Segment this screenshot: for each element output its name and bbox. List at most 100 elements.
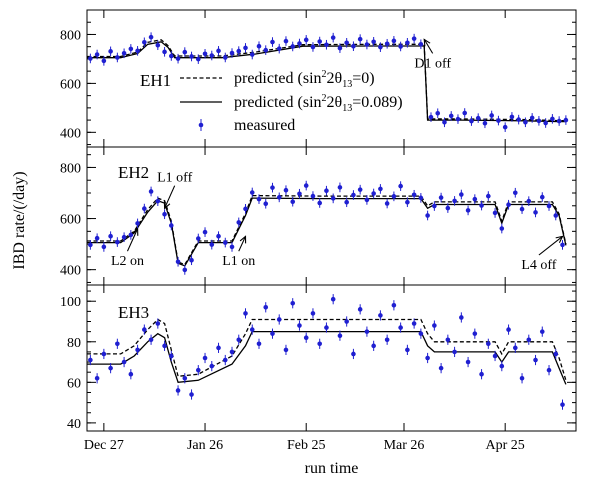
data-point [512, 342, 518, 353]
data-marker [249, 52, 255, 57]
data-marker [337, 45, 343, 51]
data-point [533, 207, 538, 218]
data-marker [88, 357, 93, 363]
data-marker [391, 302, 397, 308]
data-marker [330, 196, 336, 201]
hall-label-eh2: EH2 [118, 163, 149, 182]
data-point [337, 43, 343, 53]
data-point [452, 196, 457, 206]
data-point [189, 389, 194, 400]
data-point [94, 49, 100, 60]
data-marker [479, 203, 484, 208]
data-marker [411, 192, 417, 198]
data-point [560, 240, 565, 250]
hall-label-eh3: EH3 [118, 303, 149, 322]
data-point [115, 52, 120, 63]
data-point [283, 36, 289, 46]
data-marker [516, 117, 521, 122]
data-point [391, 36, 397, 46]
annotation-arrow [423, 39, 434, 54]
data-marker [276, 46, 282, 51]
data-point [546, 365, 552, 376]
data-point [290, 298, 296, 309]
data-point [303, 332, 309, 343]
data-point [297, 38, 302, 49]
data-point [553, 348, 559, 360]
data-point [543, 118, 548, 128]
data-point [148, 186, 154, 197]
data-marker [182, 375, 188, 381]
data-marker [519, 206, 525, 212]
data-point [310, 191, 316, 201]
data-point [175, 256, 181, 267]
data-point [459, 189, 464, 200]
data-marker [337, 185, 343, 190]
data-marker [357, 307, 363, 312]
data-marker [438, 195, 444, 200]
data-marker [283, 187, 289, 193]
data-marker [175, 259, 181, 265]
data-marker [492, 210, 498, 216]
data-point [330, 193, 336, 204]
data-point [418, 39, 424, 50]
data-point [465, 356, 471, 368]
data-point [418, 328, 424, 339]
data-point [533, 354, 538, 366]
data-point [391, 191, 397, 202]
data-point [88, 53, 93, 64]
data-point [482, 118, 488, 129]
data-marker [202, 229, 208, 235]
data-marker [297, 41, 302, 46]
data-point [101, 242, 107, 252]
data-marker [546, 367, 552, 373]
data-marker [195, 236, 201, 241]
data-marker [391, 38, 397, 44]
data-point [378, 184, 383, 194]
data-marker [529, 115, 535, 121]
data-point [222, 52, 228, 63]
data-marker [94, 375, 100, 381]
panel-eh1: 400 600 800 EH1 [60, 9, 577, 148]
data-marker [502, 124, 508, 130]
data-point [317, 36, 322, 47]
data-point [310, 42, 316, 52]
data-marker [290, 44, 296, 49]
annotation-arrow [126, 228, 139, 252]
data-point [270, 37, 275, 47]
data-point [222, 354, 228, 366]
data-marker [543, 120, 548, 126]
data-marker [536, 118, 542, 124]
data-point [189, 51, 194, 62]
data-point [411, 189, 417, 200]
data-marker [135, 347, 140, 353]
data-point [115, 338, 120, 349]
data-point [411, 33, 417, 44]
data-point [384, 38, 390, 49]
data-marker [270, 39, 275, 45]
annotation-label: D1 off [414, 56, 451, 71]
data-point [428, 112, 434, 122]
data-marker [344, 40, 349, 46]
data-marker [472, 196, 478, 202]
data-marker [546, 203, 552, 209]
data-point [496, 115, 501, 126]
data-point [283, 344, 289, 355]
data-point [263, 198, 269, 209]
data-marker [276, 195, 282, 200]
y-tick-label: 40 [67, 417, 81, 432]
legend-swatch-marker [198, 122, 204, 128]
data-marker [357, 187, 363, 192]
data-point [432, 320, 437, 331]
data-point [229, 346, 235, 358]
data-marker [169, 223, 174, 228]
data-marker [496, 118, 501, 123]
y-tick-label: 100 [60, 295, 81, 310]
data-marker [182, 267, 188, 273]
data-point [222, 237, 228, 248]
data-point [249, 49, 255, 60]
data-point [229, 242, 235, 252]
data-point [209, 50, 215, 61]
data-point [135, 218, 140, 229]
data-marker [276, 317, 282, 322]
hall-label-eh1: EH1 [140, 71, 171, 90]
